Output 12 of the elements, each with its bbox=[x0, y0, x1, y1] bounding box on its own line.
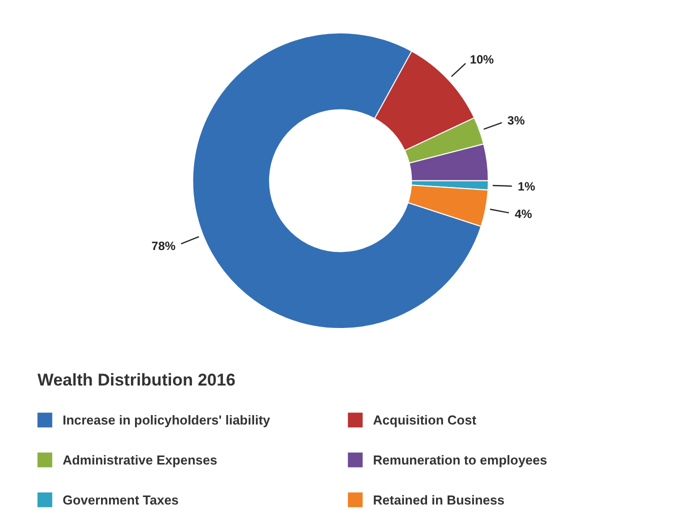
legend-label: Retained in Business bbox=[373, 492, 505, 508]
legend-label: Remuneration to employees bbox=[373, 452, 548, 468]
data-label: 3% bbox=[507, 114, 526, 128]
data-label: 4% bbox=[514, 206, 532, 221]
data-label: 78% bbox=[152, 238, 176, 253]
legend-label: Increase in policyholders' liability bbox=[62, 412, 271, 428]
data-label: 10% bbox=[470, 52, 494, 66]
legend-label: Acquisition Cost bbox=[373, 412, 477, 428]
legend-label: Administrative Expenses bbox=[62, 452, 218, 468]
data-label: 1% bbox=[518, 179, 536, 194]
legend-label: Government Taxes bbox=[62, 492, 179, 508]
legend-title: Wealth Distribution 2016 bbox=[37, 370, 236, 390]
